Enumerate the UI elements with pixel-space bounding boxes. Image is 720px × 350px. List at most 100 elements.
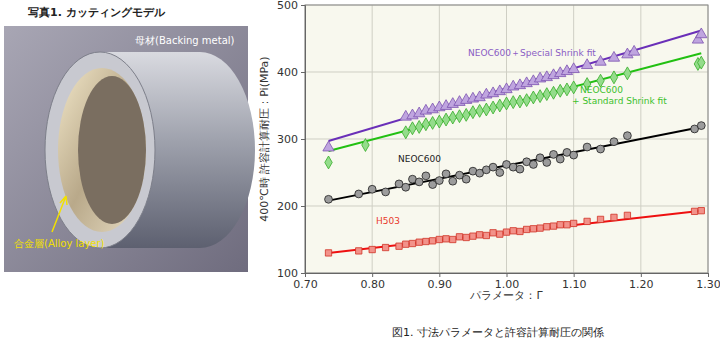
point xyxy=(510,228,516,234)
point xyxy=(323,141,334,151)
x-tick: 0.90 xyxy=(428,273,453,291)
marks xyxy=(323,28,707,256)
x-tick-label: 0.90 xyxy=(428,278,453,291)
point xyxy=(597,216,603,222)
y-tick: 500 xyxy=(277,0,305,12)
point xyxy=(595,55,606,65)
point xyxy=(483,103,490,116)
series-label: NEOC600＋Special Shrink fit xyxy=(468,48,596,58)
point xyxy=(543,159,551,167)
series-points xyxy=(325,122,706,204)
x-tick-mark xyxy=(507,273,508,277)
point xyxy=(416,239,422,245)
point xyxy=(550,223,556,229)
alloy-label: 合金層(Alloy layer) xyxy=(14,238,105,249)
point xyxy=(610,71,617,84)
point xyxy=(570,151,578,159)
point xyxy=(523,94,530,107)
x-axis-line xyxy=(306,274,709,278)
y-tick-mark xyxy=(301,273,305,274)
y-axis-line xyxy=(301,6,306,274)
series-label-line: NEOC600 xyxy=(580,85,623,95)
point xyxy=(463,234,469,240)
point xyxy=(462,108,469,121)
point xyxy=(550,86,557,99)
point xyxy=(449,177,457,185)
point xyxy=(581,59,592,69)
point xyxy=(536,90,543,103)
y-axis: 100 200 300 400 500 xyxy=(277,0,306,280)
point xyxy=(449,111,456,124)
point xyxy=(698,56,705,69)
bore xyxy=(78,76,146,224)
point xyxy=(369,246,375,252)
point xyxy=(628,45,639,55)
point xyxy=(422,172,430,180)
series-points xyxy=(325,56,705,169)
series-points xyxy=(325,208,704,257)
point xyxy=(470,233,476,239)
point xyxy=(537,225,543,231)
point xyxy=(409,122,416,135)
x-tick-mark xyxy=(372,273,373,277)
point xyxy=(429,116,436,129)
point xyxy=(568,63,579,73)
y-tick-label: 100 xyxy=(277,267,298,280)
series-label: NEOC600 xyxy=(398,154,441,164)
point xyxy=(556,155,564,163)
y-tick: 300 xyxy=(277,133,305,146)
point xyxy=(584,218,590,224)
point xyxy=(516,95,523,108)
x-tick: 1.20 xyxy=(629,273,654,291)
y-tick: 400 xyxy=(277,66,305,79)
y-tick-label: 500 xyxy=(277,0,298,12)
plot-background xyxy=(305,5,708,273)
point xyxy=(476,232,482,238)
series-label-line: NEOC600＋Special Shrink fit xyxy=(468,48,596,58)
y-tick-mark xyxy=(301,206,305,207)
x-tick-label: 1.30 xyxy=(696,278,720,291)
series-label: NEOC600+ Standard Shrink fit xyxy=(572,85,667,106)
y-tick-mark xyxy=(301,5,305,6)
x-tick-mark xyxy=(439,273,440,277)
x-axis-title: パラメータ：Γ xyxy=(469,289,543,302)
point xyxy=(570,81,577,94)
point xyxy=(415,178,423,186)
canvas: 写真1. カッティングモデル母材(Backing metal)合金層(Alloy… xyxy=(0,0,720,350)
point xyxy=(517,228,523,234)
x-tick-mark xyxy=(641,273,642,277)
x-tick: 1.30 xyxy=(696,273,720,291)
point xyxy=(435,177,443,185)
series-label-line: NEOC600 xyxy=(398,154,441,164)
point xyxy=(325,156,332,169)
point xyxy=(489,101,496,114)
point xyxy=(436,236,442,242)
point xyxy=(497,231,503,237)
x-tick: 0.80 xyxy=(360,273,385,291)
point xyxy=(489,163,497,171)
y-tick-mark xyxy=(301,72,305,73)
y-tick-mark xyxy=(301,139,305,140)
point xyxy=(476,104,483,117)
point xyxy=(691,208,697,214)
y-tick-label: 400 xyxy=(277,66,298,79)
y-tick-label: 200 xyxy=(277,200,298,213)
point xyxy=(450,236,456,242)
point xyxy=(469,106,476,119)
fit-line xyxy=(329,127,702,201)
y-tick: 200 xyxy=(277,200,305,213)
point xyxy=(456,110,463,123)
point xyxy=(396,243,402,249)
point xyxy=(403,241,409,247)
point xyxy=(356,248,362,254)
point xyxy=(355,190,363,198)
point xyxy=(516,165,524,173)
plot-frame xyxy=(305,5,708,273)
point xyxy=(503,229,509,235)
point xyxy=(490,230,496,236)
y-tick: 100 xyxy=(277,267,305,280)
point xyxy=(698,208,704,214)
backing-label: 母材(Backing metal) xyxy=(135,35,235,46)
point xyxy=(571,220,577,226)
point xyxy=(442,113,449,126)
